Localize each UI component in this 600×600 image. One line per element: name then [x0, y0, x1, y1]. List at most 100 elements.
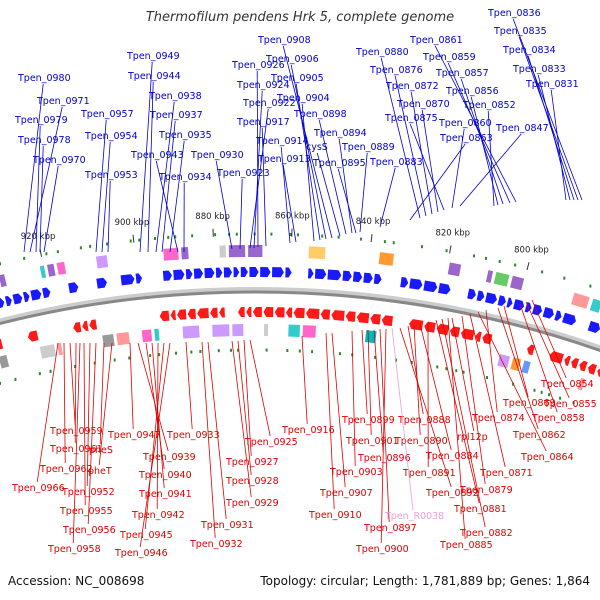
reverse-gene-arrow: [527, 344, 535, 356]
upper-gene-label: Tpen_0898: [293, 109, 347, 120]
lower-gene-label: Tpen_0946: [114, 548, 168, 559]
reverse-gene-arrow: [331, 310, 345, 321]
lower-gene-label: Tpen_0907: [319, 488, 373, 499]
forward-gene-arrow: [497, 295, 506, 307]
lower-label-leader: [379, 328, 390, 523]
feature-dot-outer: [89, 244, 92, 248]
lower-label-leader: [74, 342, 77, 444]
forward-gene-arrow: [96, 277, 107, 289]
upper-label-leader: [155, 101, 175, 253]
reverse-gene-arrow: [263, 307, 274, 318]
feature-block-inner: [0, 354, 10, 369]
rna-label-leader: [391, 327, 414, 511]
reverse-gene-arrow: [210, 307, 218, 318]
forward-gene-arrow: [484, 292, 497, 304]
lower-gene-label: Tpen_0854: [540, 379, 594, 390]
lower-label-leader: [72, 342, 81, 544]
forward-gene-arrow: [249, 266, 259, 278]
upper-gene-label: Tpen_0894: [313, 128, 367, 139]
upper-gene-label: Tpen_0917: [236, 117, 290, 128]
feature-dot-inner: [374, 355, 377, 359]
lower-gene-label: Tpen_0955: [59, 506, 113, 517]
feature-dot-outer: [514, 263, 517, 267]
upper-label-leader: [261, 127, 267, 247]
feature-block-inner: [182, 325, 200, 339]
feature-block-inner: [154, 328, 160, 341]
lower-gene-label: Tpen_0903: [329, 467, 383, 478]
lower-gene-label: Tpen_0855: [543, 399, 597, 410]
lower-label-leader: [185, 341, 193, 430]
feature-dot-outer: [289, 233, 292, 237]
forward-gene-arrow: [223, 267, 233, 278]
upper-gene-label: Tpen_0923: [216, 168, 270, 179]
reverse-gene-arrow: [345, 311, 356, 322]
forward-gene-arrow: [4, 295, 12, 307]
forward-gene-arrow: [173, 269, 185, 281]
feature-dot-outer: [473, 254, 476, 258]
feature-dot-outer: [79, 246, 82, 250]
kbp-tick-label: 800 kbp: [514, 246, 549, 256]
upper-gene-label: Tpen_0937: [149, 110, 203, 121]
feature-dot-outer: [174, 235, 177, 239]
feature-block-inner: [302, 325, 316, 338]
forward-gene-arrow: [561, 312, 576, 326]
feature-dot-inner: [559, 396, 562, 400]
upper-label-leader: [459, 133, 522, 207]
feature-dot-inner: [237, 348, 240, 352]
kbp-tick-label: 900 kbp: [115, 218, 150, 228]
feature-block-outer: [56, 261, 67, 275]
upper-gene-label: Tpen_0943: [130, 150, 184, 161]
kbp-tick-label: 860 kbp: [275, 212, 310, 222]
lower-gene-label: Tpen_0959: [49, 426, 103, 437]
kbp-tick: [132, 234, 135, 243]
lower-label-leader: [99, 342, 105, 445]
upper-gene-label: Tpen_0872: [385, 81, 439, 92]
lower-gene-label: Tpen_0956: [62, 525, 116, 536]
lower-gene-label: Tpen_0871: [479, 468, 533, 479]
feature-dot-outer: [235, 232, 238, 236]
upper-gene-label: Tpen_0904: [276, 93, 330, 104]
feature-dot-inner: [14, 377, 17, 381]
genome-title: Thermofilum pendens Hrk 5, complete geno…: [145, 10, 455, 25]
feature-block-outer: [39, 265, 47, 279]
reverse-gene-arrow: [237, 307, 245, 318]
upper-gene-label: cysS: [306, 142, 328, 153]
accession-text: Accession: NC_008698: [8, 574, 145, 588]
reverse-gene-arrow: [252, 306, 262, 318]
feature-dot-inner: [298, 349, 301, 353]
feature-block-outer: [447, 262, 462, 277]
forward-gene-arrow: [162, 270, 172, 281]
upper-label-leader: [295, 83, 321, 241]
feature-dot-outer: [485, 256, 488, 260]
rna-gene-label: Tpen_R0038: [384, 511, 444, 522]
upper-gene-label: Tpen_0934: [158, 172, 212, 183]
forward-gene-arrow: [423, 280, 438, 293]
reverse-gene-arrow: [73, 321, 82, 333]
upper-gene-label: Tpen_0906: [265, 54, 319, 65]
forward-gene-arrow: [373, 273, 382, 285]
forward-gene-arrow: [42, 287, 51, 299]
feature-dot-inner: [217, 349, 220, 353]
feature-dot-inner: [533, 388, 536, 392]
forward-gene-arrow: [233, 267, 240, 278]
reverse-gene-arrow: [549, 351, 564, 364]
upper-gene-label: Tpen_0922: [242, 98, 296, 109]
feature-block-outer: [493, 271, 510, 287]
upper-gene-label: Tpen_0834: [502, 45, 556, 56]
feature-dot-inner: [128, 356, 131, 360]
lower-gene-label: Tpen_0933: [166, 430, 220, 441]
reverse-gene-arrow: [219, 307, 225, 318]
lower-gene-label: Tpen_0888: [397, 415, 451, 426]
lower-gene-label: Tpen_0940: [138, 470, 192, 481]
feature-dot-outer: [445, 249, 448, 253]
feature-dot-outer: [106, 242, 109, 246]
feature-dot-inner: [445, 367, 448, 371]
forward-gene-arrow: [400, 277, 409, 288]
feature-dot-inner: [158, 353, 161, 357]
feature-dot-inner: [230, 348, 233, 352]
upper-label-leader: [518, 36, 579, 201]
feature-dot-outer: [0, 262, 1, 266]
forward-gene-arrow: [506, 297, 513, 308]
upper-gene-label: Tpen_0833: [512, 64, 566, 75]
